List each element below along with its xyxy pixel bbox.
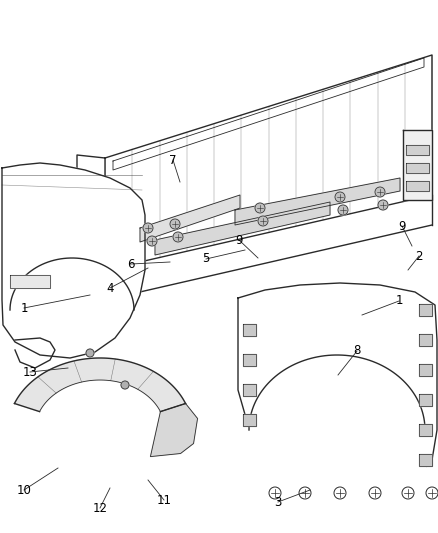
Polygon shape <box>238 283 437 490</box>
Polygon shape <box>406 163 429 173</box>
Circle shape <box>375 187 385 197</box>
Polygon shape <box>140 195 240 242</box>
Polygon shape <box>403 130 432 200</box>
Polygon shape <box>10 275 50 288</box>
Text: 6: 6 <box>127 257 135 271</box>
Circle shape <box>121 381 129 389</box>
Text: 4: 4 <box>106 281 114 295</box>
Text: 5: 5 <box>202 253 210 265</box>
Circle shape <box>426 487 438 499</box>
Circle shape <box>402 487 414 499</box>
Circle shape <box>173 232 183 242</box>
Text: 9: 9 <box>235 233 243 246</box>
Circle shape <box>369 487 381 499</box>
Polygon shape <box>150 403 198 457</box>
Circle shape <box>334 487 346 499</box>
Polygon shape <box>14 358 186 411</box>
Text: 3: 3 <box>274 496 282 508</box>
Circle shape <box>338 205 348 215</box>
Polygon shape <box>419 304 432 316</box>
Text: 1: 1 <box>20 302 28 314</box>
Text: 9: 9 <box>398 220 406 232</box>
Circle shape <box>255 203 265 213</box>
Circle shape <box>299 487 311 499</box>
Circle shape <box>335 192 345 202</box>
Text: 1: 1 <box>395 295 403 308</box>
Circle shape <box>86 349 94 357</box>
Text: 8: 8 <box>353 344 360 358</box>
Polygon shape <box>77 155 105 198</box>
Circle shape <box>170 219 180 229</box>
Polygon shape <box>243 324 256 336</box>
Polygon shape <box>419 394 432 406</box>
Polygon shape <box>419 424 432 436</box>
Polygon shape <box>155 202 330 255</box>
Polygon shape <box>243 384 256 396</box>
Polygon shape <box>243 354 256 366</box>
Polygon shape <box>419 364 432 376</box>
Text: 2: 2 <box>415 249 423 262</box>
Polygon shape <box>406 145 429 155</box>
Text: 12: 12 <box>92 502 107 514</box>
Polygon shape <box>243 414 256 426</box>
Polygon shape <box>419 454 432 466</box>
Circle shape <box>378 200 388 210</box>
Circle shape <box>147 236 157 246</box>
Polygon shape <box>235 178 400 225</box>
Circle shape <box>269 487 281 499</box>
Circle shape <box>143 223 153 233</box>
Text: 13: 13 <box>23 366 37 378</box>
Text: 10: 10 <box>17 483 32 497</box>
Polygon shape <box>406 181 429 191</box>
Text: 7: 7 <box>169 154 177 166</box>
Circle shape <box>258 216 268 226</box>
Polygon shape <box>419 334 432 346</box>
Text: 11: 11 <box>156 494 172 506</box>
Polygon shape <box>2 163 145 358</box>
